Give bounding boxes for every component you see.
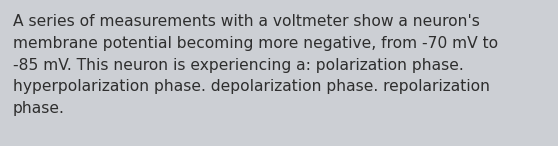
Text: hyperpolarization phase. depolarization phase. repolarization: hyperpolarization phase. depolarization … (13, 79, 490, 94)
Text: phase.: phase. (13, 101, 65, 116)
Text: membrane potential becoming more negative, from -70 mV to: membrane potential becoming more negativ… (13, 36, 498, 51)
Text: -85 mV. This neuron is experiencing a: polarization phase.: -85 mV. This neuron is experiencing a: p… (13, 58, 464, 73)
Text: A series of measurements with a voltmeter show a neuron's: A series of measurements with a voltmete… (13, 14, 480, 29)
